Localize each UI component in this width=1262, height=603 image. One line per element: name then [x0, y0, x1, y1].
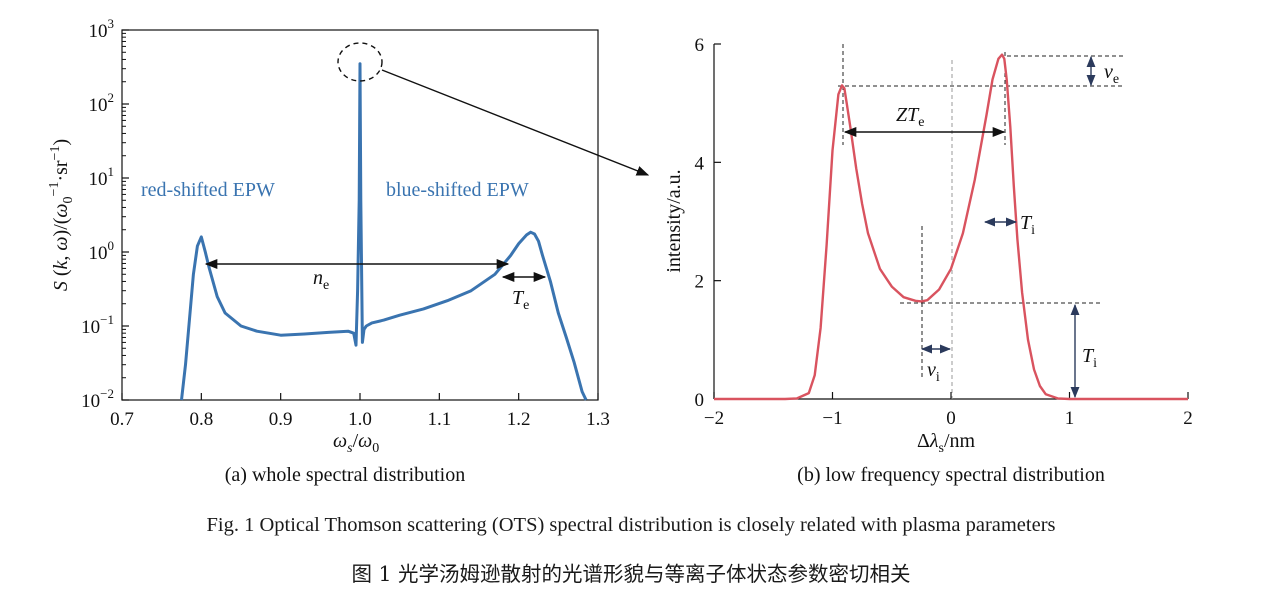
- y-tick-label-a: 103: [89, 16, 115, 42]
- subtitle-a: (a) whole spectral distribution: [225, 464, 466, 486]
- annot-ti-lower: Ti: [1082, 345, 1097, 371]
- annot-ti-upper: Ti: [1020, 212, 1035, 238]
- x-tick-label-a: 0.9: [269, 409, 293, 430]
- y-tick-label-a: 102: [89, 90, 115, 116]
- peak-highlight-circle: [337, 42, 383, 82]
- x-tick-label-b: 2: [1183, 408, 1193, 429]
- x-tick-label-b: −1: [822, 408, 842, 429]
- y-axis-label-b: intensity/a.u.: [663, 169, 685, 272]
- axis-ticks-a: [121, 29, 599, 401]
- annot-blue-shifted: blue-shifted EPW: [386, 179, 529, 201]
- annot-te: Te: [512, 287, 529, 313]
- tick-labels-b: −2 −1 0 1 2 0 2 4 6: [695, 35, 1193, 429]
- annot-zte: ZTe: [896, 104, 924, 130]
- x-tick-label-a: 1.2: [507, 409, 531, 430]
- zoom-arrow: [381, 69, 650, 176]
- x-tick-label-a: 0.7: [110, 409, 134, 430]
- series-line-b: [714, 53, 1188, 401]
- x-tick-label-b: −2: [704, 408, 724, 429]
- x-tick-label-b: 1: [1065, 408, 1075, 429]
- subtitle-b: (b) low frequency spectral distribution: [797, 464, 1105, 486]
- y-tick-label-b: 0: [695, 390, 705, 411]
- annot-red-shifted: red-shifted EPW: [141, 179, 275, 201]
- y-tick-label-b: 2: [695, 272, 705, 293]
- y-tick-label-a: 10−2: [81, 386, 114, 412]
- annot-vi: vi: [927, 359, 940, 385]
- y-tick-label-a: 10−1: [81, 312, 114, 338]
- x-tick-label-a: 1.3: [586, 409, 610, 430]
- y-tick-label-a: 101: [89, 164, 115, 190]
- annot-ve: ve: [1104, 61, 1119, 87]
- chart-whole-spectral: 0.7 0.8 0.9 1.0 1.1 1.2 1.3 10−2 10−1 100 101 102 10…: [47, 16, 650, 486]
- figure-caption-chinese: 图 1 光学汤姆逊散射的光谱形貌与等离子体状态参数密切相关: [351, 562, 911, 586]
- axis-ticks-b: [713, 43, 1189, 400]
- x-tick-label-a: 1.0: [348, 409, 372, 430]
- x-tick-label-b: 0: [946, 408, 956, 429]
- x-axis-label-a: ωs/ω0: [333, 430, 379, 456]
- y-axis-label-a: S (k, ω)/(ω0−1·sr−1): [47, 139, 76, 291]
- y-tick-label-a: 100: [89, 238, 115, 264]
- x-tick-label-a: 1.1: [427, 409, 451, 430]
- x-tick-label-a: 0.8: [189, 409, 213, 430]
- series-line-a: [180, 62, 588, 401]
- tick-labels-a: 0.7 0.8 0.9 1.0 1.1 1.2 1.3 10−2 10−1 100 101 102 10…: [81, 16, 610, 430]
- y-tick-label-b: 6: [695, 35, 705, 56]
- annot-ne: ne: [313, 267, 329, 293]
- y-tick-label-b: 4: [695, 153, 705, 174]
- figure-caption-english: Fig. 1 Optical Thomson scattering (OTS) …: [206, 514, 1056, 536]
- x-axis-label-b: Δλs/nm: [917, 430, 976, 456]
